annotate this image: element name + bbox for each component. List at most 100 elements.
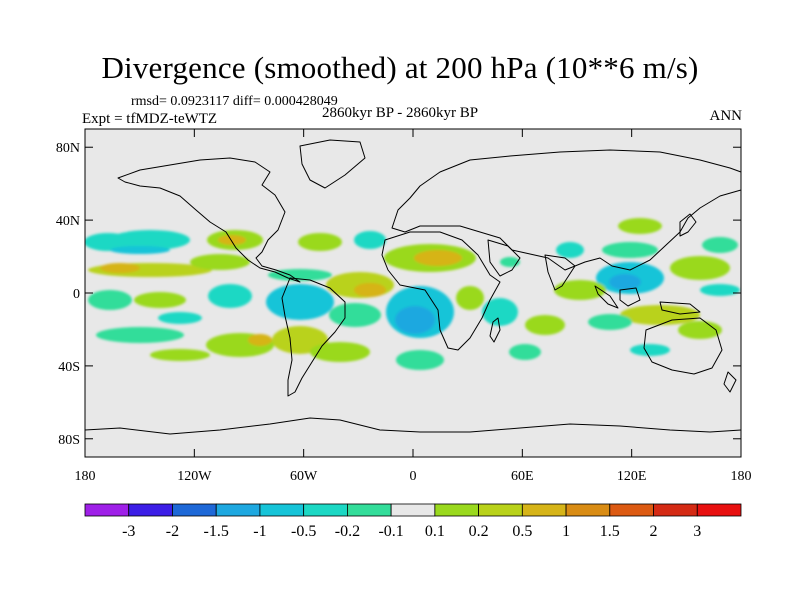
- anomaly-patch: [509, 344, 541, 360]
- anomaly-patch: [556, 242, 584, 258]
- x-tick-label: 0: [410, 469, 417, 484]
- australia-coast: [643, 317, 723, 375]
- anomaly-patch: [158, 312, 202, 324]
- colorbar-label: -3: [122, 523, 135, 540]
- anomaly-patch: [272, 326, 328, 354]
- anomaly-patch: [134, 292, 186, 308]
- colorbar-swatch: [128, 503, 173, 517]
- colorbar-swatch: [609, 503, 654, 517]
- anomaly-patch: [525, 315, 565, 335]
- colorbar-label: -2: [166, 523, 179, 540]
- anomaly-patch: [500, 257, 520, 267]
- anomaly-patch: [248, 334, 272, 346]
- colorbar-swatch: [696, 503, 742, 517]
- anomaly-patch: [609, 274, 641, 290]
- anomaly-patch: [298, 233, 342, 251]
- x-tick-label: 120E: [617, 469, 647, 484]
- new-zealand-coast: [723, 371, 737, 393]
- anomaly-patch: [266, 284, 334, 320]
- x-tick-label: 120W: [177, 469, 212, 484]
- greenland-coast: [299, 139, 366, 189]
- new-guinea-coast: [659, 301, 701, 315]
- anomaly-patch: [456, 286, 484, 310]
- x-tick-label: 60W: [290, 469, 318, 484]
- anomaly-patch: [310, 342, 370, 362]
- colorbar-label: -0.1: [378, 523, 403, 540]
- north-america-coast: [117, 157, 301, 283]
- africa-coast: [381, 231, 501, 351]
- anomaly-patch: [618, 218, 662, 234]
- colorbar-swatch: [84, 503, 130, 517]
- rmsd-diff-stats: rmsd= 0.0923117 diff= 0.000428049: [131, 94, 338, 109]
- colorbar-swatch: [346, 503, 392, 517]
- colorbar: -3 -2 -1.5 -1 -0.5 -0.2 -0.1 0.1 0.2 0.5 1 1.5 2 3: [84, 503, 742, 540]
- anomaly-patch: [218, 235, 246, 245]
- anomaly-patch: [554, 280, 606, 300]
- anomaly-patch: [670, 256, 730, 280]
- anomaly-shading: [85, 218, 740, 370]
- anomaly-patch: [329, 303, 381, 327]
- period-label: 2860kyr BP - 2860kyr BP: [322, 105, 479, 121]
- colorbar-swatch: [259, 503, 305, 517]
- anomaly-patch: [414, 250, 462, 266]
- y-tick-label: 80S: [58, 433, 80, 448]
- anomaly-patch: [702, 237, 738, 253]
- colorbar-label: 0.1: [425, 523, 445, 540]
- anomaly-patch: [678, 321, 722, 339]
- anomaly-patch: [354, 283, 386, 297]
- colorbar-label: 1: [562, 523, 570, 540]
- y-tick-label: 40S: [58, 360, 80, 375]
- x-tick-label: 180: [75, 469, 96, 484]
- anomaly-patch: [588, 314, 632, 330]
- colorbar-swatch: [653, 503, 698, 517]
- anomaly-patch: [190, 254, 250, 270]
- anomaly-patch: [700, 284, 740, 296]
- anomaly-patch: [482, 298, 518, 326]
- axis-ticks: 180 120W 60W 0 60E 120E 180 80N 40N 0 40S 80S: [56, 129, 752, 484]
- anomaly-patch: [150, 349, 210, 361]
- colorbar-label: -0.5: [291, 523, 316, 540]
- south-america-coast: [281, 277, 346, 397]
- anomaly-patch: [396, 350, 444, 370]
- anomaly-patch: [208, 284, 252, 308]
- sumatra-coast: [594, 285, 619, 309]
- colorbar-swatch: [390, 503, 436, 517]
- india-coast: [544, 254, 576, 291]
- colorbar-swatch: [215, 503, 261, 517]
- colorbar-label: -1: [253, 523, 266, 540]
- anomaly-patch: [110, 246, 170, 254]
- chart-title: Divergence (smoothed) at 200 hPa (10**6 …: [101, 50, 699, 85]
- coastlines: [84, 139, 742, 435]
- y-tick-label: 0: [73, 287, 80, 302]
- experiment-label: Expt = tfMDZ-teWTZ: [82, 111, 218, 127]
- y-tick-label: 80N: [56, 141, 80, 156]
- colorbar-label: 0.5: [512, 523, 532, 540]
- anomaly-patch: [100, 263, 140, 273]
- colorbar-label: -1.5: [204, 523, 229, 540]
- anomaly-patch: [268, 269, 332, 281]
- anomaly-patch: [620, 305, 700, 325]
- colorbar-label: 3: [693, 523, 701, 540]
- x-tick-label: 60E: [511, 469, 534, 484]
- japan-coast: [679, 213, 697, 237]
- arabia-coast: [487, 239, 521, 277]
- colorbar-swatch: [478, 503, 523, 517]
- madagascar-coast: [489, 317, 501, 343]
- colorbar-swatch: [521, 503, 567, 517]
- anomaly-patch: [96, 327, 184, 343]
- colorbar-swatch: [434, 503, 480, 517]
- anomaly-patch: [630, 344, 670, 356]
- anomaly-patch: [354, 231, 386, 249]
- colorbar-swatch: [172, 503, 217, 517]
- x-tick-label: 180: [731, 469, 752, 484]
- anomaly-patch: [395, 306, 435, 334]
- y-tick-label: 40N: [56, 214, 80, 229]
- anomaly-patch: [88, 290, 132, 310]
- colorbar-swatch: [565, 503, 611, 517]
- antarctica-coast: [84, 417, 742, 435]
- colorbar-label: 2: [650, 523, 658, 540]
- colorbar-swatch: [303, 503, 348, 517]
- borneo-coast: [619, 287, 641, 307]
- colorbar-label: 1.5: [600, 523, 620, 540]
